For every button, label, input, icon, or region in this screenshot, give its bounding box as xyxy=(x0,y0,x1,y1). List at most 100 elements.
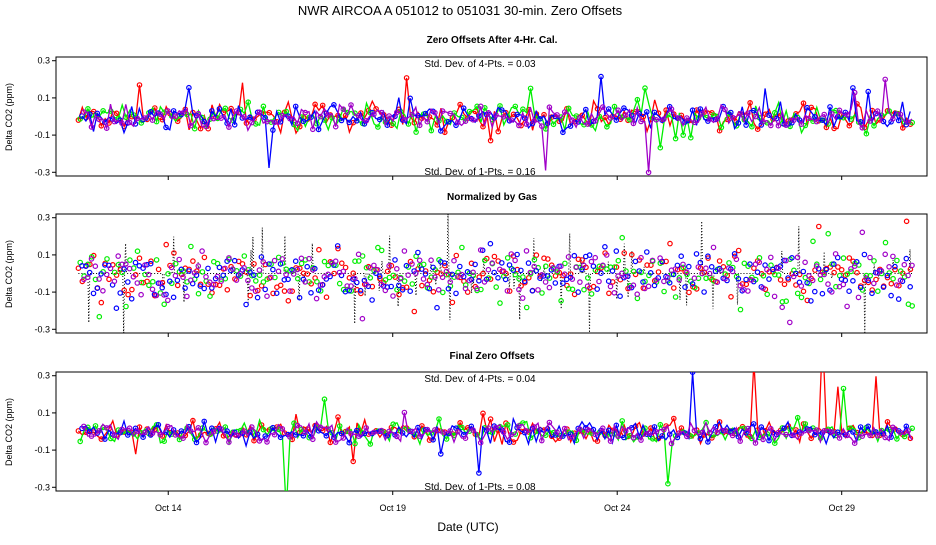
panel-2-series-0-point xyxy=(487,416,494,422)
panel-2-series-2-point xyxy=(292,432,299,438)
panel-2-series-0-point xyxy=(75,428,82,434)
panel-2-series-2-point xyxy=(353,427,360,434)
panel-0-series-3-point xyxy=(401,116,408,123)
panel-2-series-3-point xyxy=(752,440,759,446)
panel-0-series-3-point xyxy=(828,111,835,117)
panel-2-series-3-point xyxy=(180,435,186,442)
panel-1-series-3-point xyxy=(229,266,236,272)
panel-1-series-3-point xyxy=(756,259,763,266)
panel-1-series-3-point xyxy=(409,261,415,267)
panel-1-series-0-point xyxy=(129,286,135,293)
panel-2-series-3-point xyxy=(157,431,164,438)
panel-1-series-2-point xyxy=(197,283,204,289)
panel-0-series-2-point xyxy=(827,104,833,110)
panel-2-series-0-point xyxy=(457,419,463,426)
panel-2-series-3-point xyxy=(447,428,454,434)
panel-2-series-1-point xyxy=(284,509,288,513)
panel-1-series-2-point xyxy=(491,269,498,276)
panel-1-series-1-point xyxy=(153,257,160,263)
panel-1-series-3-point xyxy=(729,268,736,275)
panel-0-series-3-point xyxy=(729,114,736,121)
panel-2-series-3-point xyxy=(668,440,675,447)
panel-1-series-3-point xyxy=(909,262,915,269)
panel-0-series-0-point xyxy=(899,125,906,131)
panel-1-series-1-point xyxy=(188,243,194,250)
panel-1-series-3-point xyxy=(626,284,633,291)
panel-0-series-0-line xyxy=(77,77,911,141)
panel-1-series-3-point xyxy=(184,293,190,300)
panel-2-series-3-point xyxy=(890,424,896,431)
panel-2-series-3-point xyxy=(195,424,202,431)
panel-2-series-2-point xyxy=(605,427,612,434)
panel-0-series-1-point xyxy=(550,121,557,128)
panel-1-series-3-point xyxy=(523,248,530,254)
panel-0-series-3-point xyxy=(203,123,209,130)
panel-0-series-1-point xyxy=(581,121,587,128)
panel-2-series-3-point xyxy=(393,433,400,440)
panel-1-series-3-point xyxy=(245,277,251,284)
panel-1-series-3-point xyxy=(420,276,427,282)
panel-0-series-3-point xyxy=(409,111,415,118)
panel-1-series-0-point xyxy=(854,269,860,276)
panel-1-series-1-point xyxy=(764,291,771,298)
panel-1-series-3-point xyxy=(489,260,496,266)
panel-0-series-3-point xyxy=(783,122,789,129)
panel-1-series-2-point xyxy=(670,271,677,278)
panel-0-series-2-point xyxy=(292,103,299,110)
panel-2-series-2-point xyxy=(811,431,818,438)
panel-1-series-2-point xyxy=(640,279,646,285)
panel-0-series-1-point xyxy=(657,144,664,151)
panel-0-series-3-point xyxy=(661,116,667,122)
panel-1-series-0-point xyxy=(506,288,513,294)
panel-0-series-1-point xyxy=(680,132,687,138)
panel-0-series-2-point xyxy=(750,107,757,114)
panel-0-series-3-point xyxy=(454,119,461,126)
panel-1-series-3-point xyxy=(203,273,209,280)
panel-2-series-2-point xyxy=(102,436,108,442)
panel-1-series-2-point xyxy=(441,260,448,266)
panel-1-series-2-point xyxy=(861,251,868,258)
panel-1-series-2-point xyxy=(609,268,616,274)
panel-0-series-0-point xyxy=(800,100,807,107)
panel-1-series-1-point xyxy=(493,284,500,290)
panel-0-series-1-point xyxy=(85,106,91,112)
panel-1-series-3-point xyxy=(733,256,740,263)
panel-1-series-2-point xyxy=(220,272,227,279)
panel-1-series-1-point xyxy=(390,272,397,279)
panel-1-series-3-point xyxy=(905,272,911,279)
panel-0-series-2-point xyxy=(407,95,414,102)
panel-1-series-1-point xyxy=(88,253,95,260)
panel-1-series-0-point xyxy=(777,277,784,283)
panel-1-series-2-point xyxy=(590,263,597,270)
panel-1-series-1-point xyxy=(314,278,320,285)
panel-0-series-1-point xyxy=(527,85,534,92)
panel-1-series-3-point xyxy=(153,292,160,299)
panel-2-series-2-point xyxy=(834,429,841,436)
panel-1-series-1-point xyxy=(623,268,629,274)
panel-1-series-3-point xyxy=(703,265,709,272)
panel-1-series-2-point xyxy=(571,252,578,259)
panel-1-series-3-point xyxy=(195,263,202,269)
panel-1-series-3-point xyxy=(462,285,469,292)
panel-1-series-1-point xyxy=(123,303,129,310)
panel-2-series-2-point xyxy=(270,424,276,431)
panel-2-series-3-point xyxy=(340,435,347,441)
panel-1-series-3-point xyxy=(878,267,885,274)
panel-0-series-2-point xyxy=(346,119,353,126)
panel-1-series-0-point xyxy=(480,270,486,277)
panel-0-series-2-point xyxy=(231,122,238,128)
panel-1-series-3-point xyxy=(340,268,347,275)
panel-1-series-1-point xyxy=(894,257,900,264)
panel-2-series-0-point xyxy=(350,458,357,465)
panel-0-series-3-point xyxy=(386,113,392,119)
panel-1-series-2-point xyxy=(90,290,97,297)
panel-2-series-3-point xyxy=(592,431,599,438)
panel-0: Zero Offsets After 4-Hr. Cal. Delta CO2 … xyxy=(4,35,928,178)
panel-1-series-3-point xyxy=(241,264,247,271)
panel-0-series-2-point xyxy=(514,111,520,118)
panel-1-series-0-point xyxy=(350,270,357,277)
panel-1-series-3-point xyxy=(115,253,122,259)
panel-1-series-3-point xyxy=(699,270,705,277)
panel-1-series-0-point xyxy=(613,264,620,270)
panel-1-series-0-point xyxy=(476,274,483,280)
